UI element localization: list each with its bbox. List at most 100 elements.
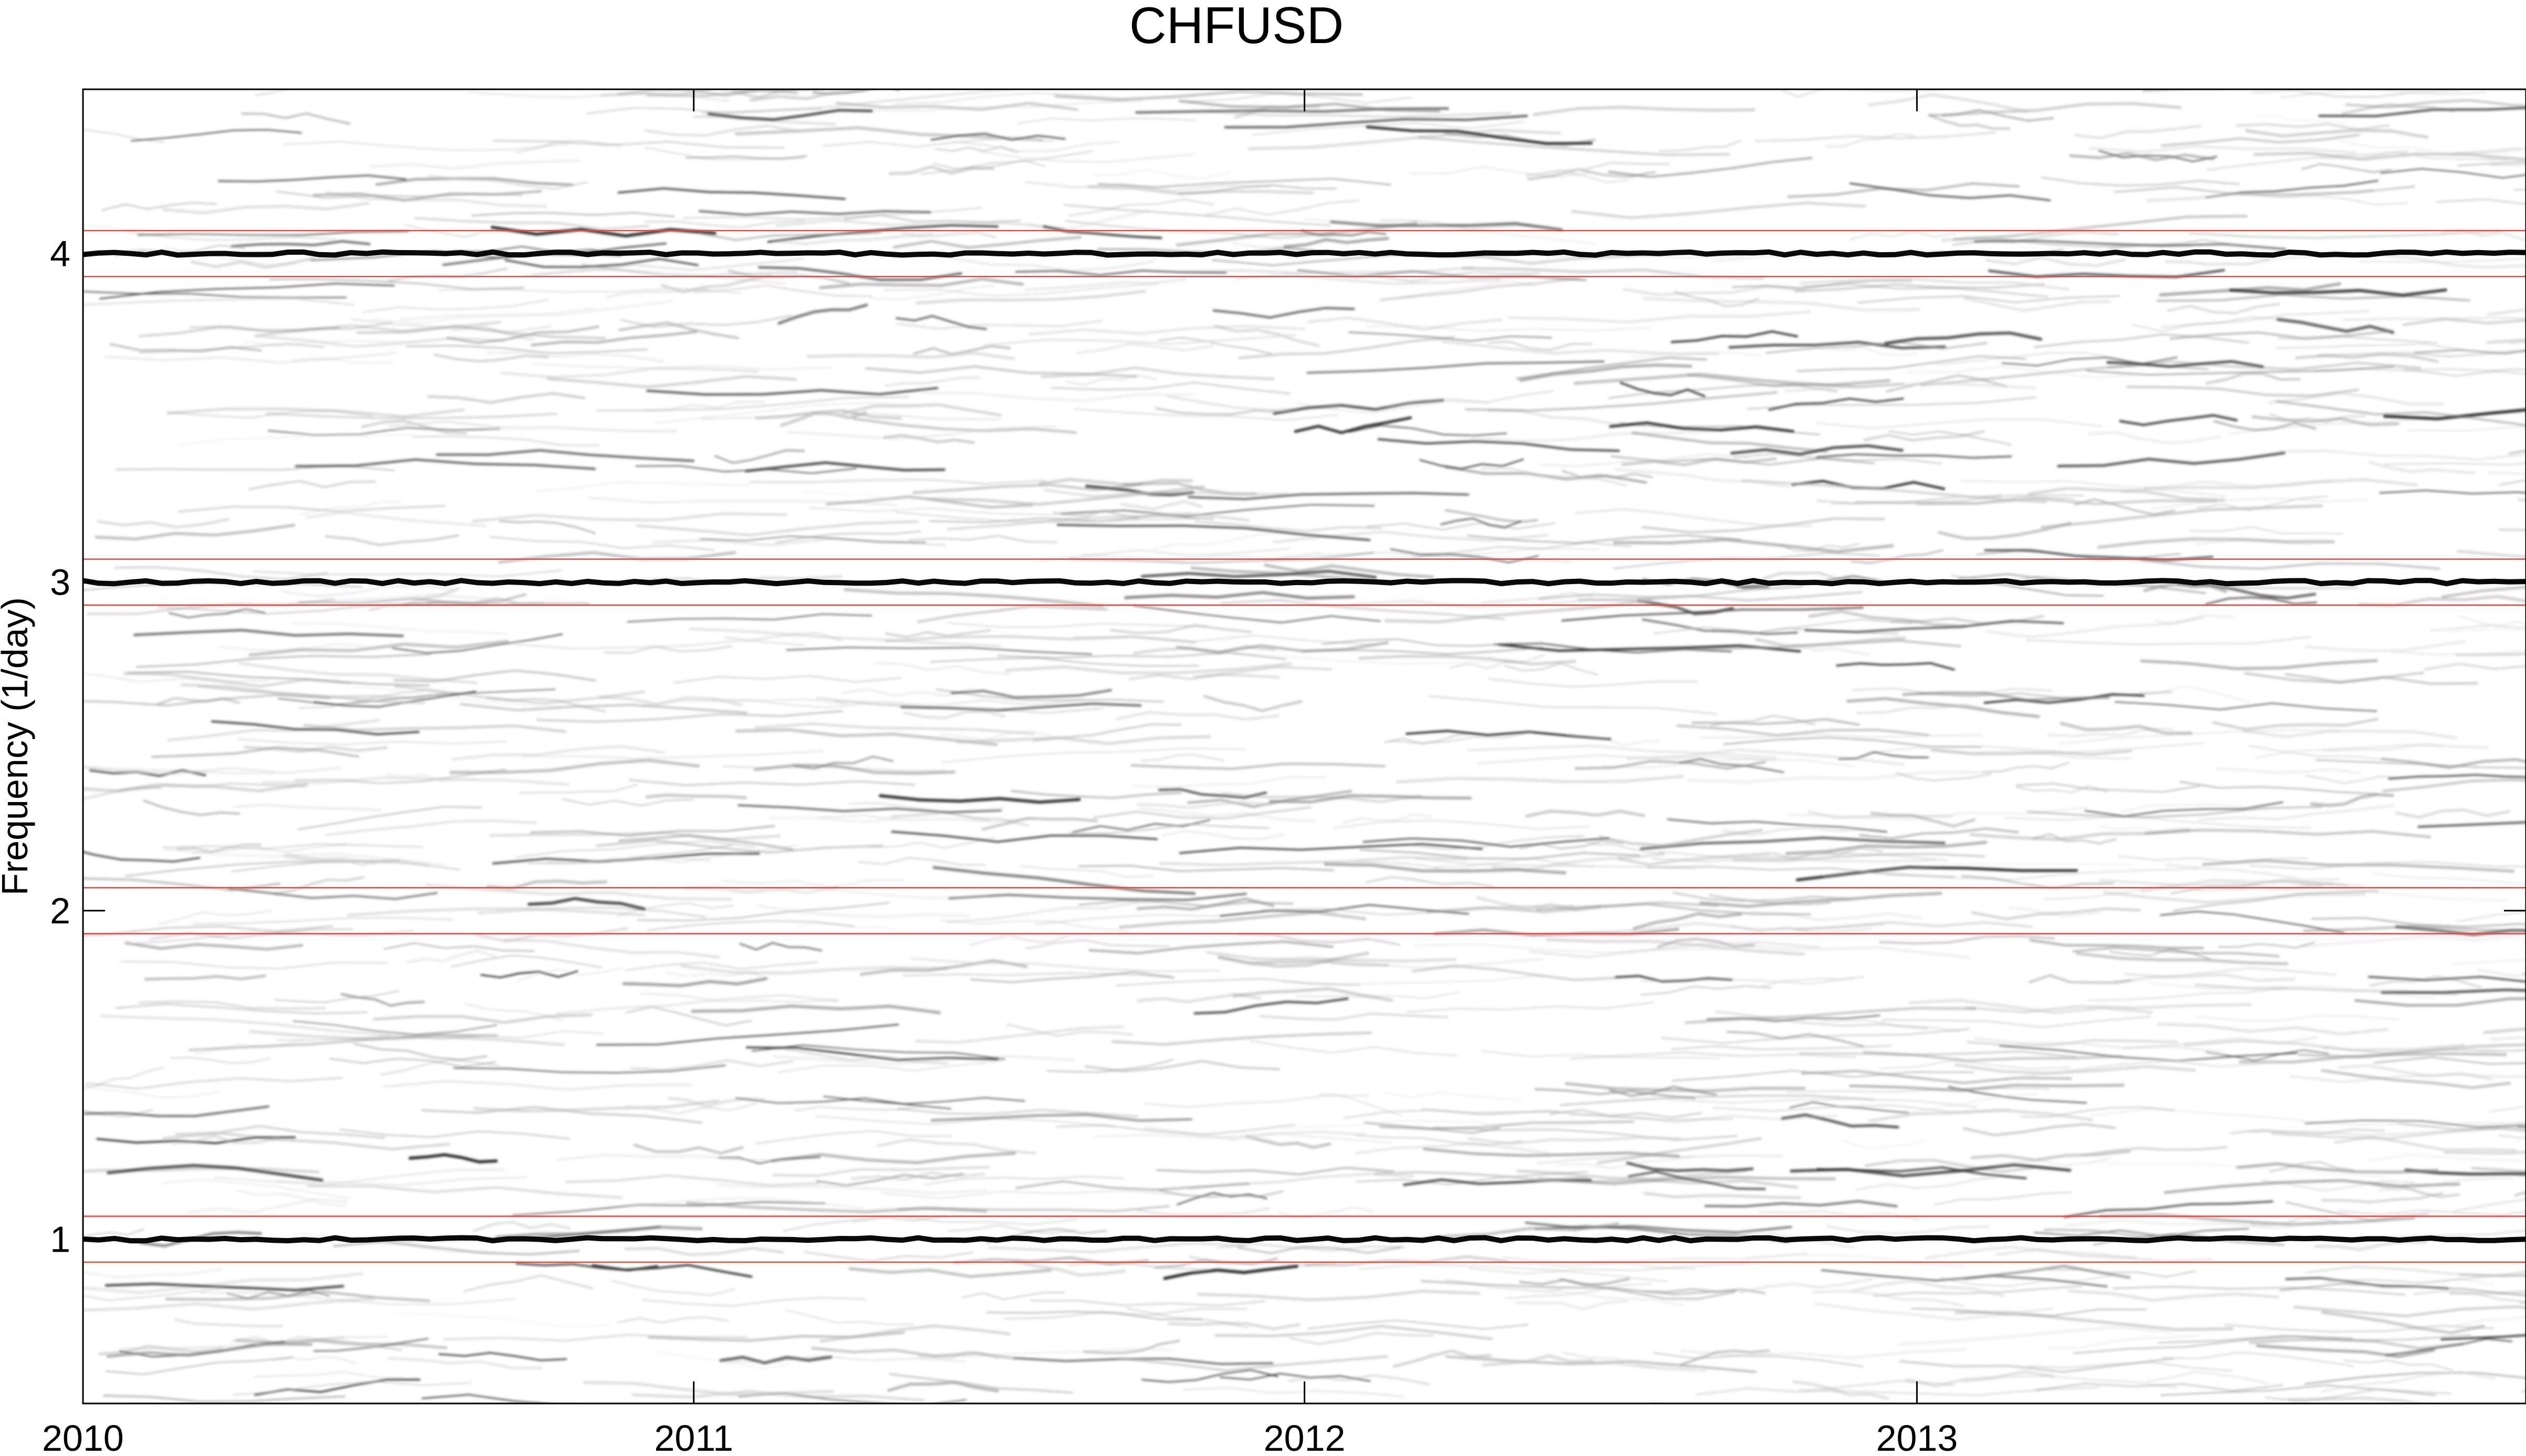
spectral-streak [1730,444,1904,456]
spectral-streak [84,1105,269,1117]
spectral-streak [1672,891,1849,902]
spectral-streak [1905,1370,2055,1388]
spectral-streak [2088,145,2356,154]
spectral-streak [99,283,395,299]
spectral-streak [938,730,1054,742]
spectral-streak [275,1168,505,1187]
spectral-streak [1863,1051,2123,1063]
spectral-streak [1136,800,1270,809]
spectral-streak [340,993,425,1007]
spectral-streak [189,321,393,333]
spectral-streak [516,967,624,981]
spectral-streak [2369,975,2482,989]
spectral-streak [895,511,1200,523]
spectral-streak [2157,1023,2389,1036]
spectral-streak [1524,1221,1792,1234]
spectral-streak [102,1395,346,1403]
spectral-streak [2224,1324,2494,1333]
spectral-streak [1658,140,1742,152]
spectral-streak [1365,876,1494,888]
spectral-streak [935,688,1164,703]
spectral-streak [2250,1216,2338,1226]
spectral-streak [1141,1369,1278,1383]
spectral-streak [2300,934,2520,948]
spectral-streak [353,1043,488,1061]
spectral-streak [493,140,785,149]
spectral-streak [1449,654,1545,669]
spectral-streak [783,1215,947,1232]
spectral-streak [556,994,838,1015]
spectral-streak [167,409,373,419]
spectral-streak [2140,879,2323,893]
spectral-streak [915,289,1146,305]
spectral-streak [2391,650,2526,656]
spectral-streak [391,633,563,654]
spectral-streak [1796,355,2026,372]
spectral-streak [1359,848,1640,860]
spectral-streak [787,425,1056,440]
spectral-streak [292,358,394,364]
spectral-streak [2230,1128,2385,1135]
spectral-streak [1640,985,1772,996]
spectral-streak [1423,1147,1680,1158]
spectral-streak [625,1102,757,1115]
spectral-streak [869,837,995,849]
spectral-streak [622,1198,864,1209]
spectral-streak [1469,429,1720,443]
spectral-streak [1653,618,1914,635]
spectral-streak [950,257,1155,272]
spectral-streak [2156,294,2471,302]
spectral-streak [617,1316,729,1324]
spectral-streak [1074,408,1339,421]
spectral-streak [1985,256,2126,267]
spectral-streak [2034,1228,2249,1237]
spectral-streak [2064,1219,2327,1230]
spectral-streak [162,843,423,850]
spectral-streak [1013,1357,1274,1365]
spectral-streak [1879,935,2055,945]
spectral-streak [1186,92,1412,104]
spectral-streak [2229,288,2447,297]
spectral-streak [1999,1045,2298,1062]
spectral-streak [1723,736,1982,748]
spectral-streak [2198,804,2395,821]
spectral-streak [83,1287,223,1301]
spectral-streak [1237,1245,1402,1254]
spectral-streak [292,622,510,636]
spectral-streak [1928,113,2011,130]
spectral-streak [1859,827,2019,840]
spectral-streak [940,919,1130,933]
spectral-streak [2029,974,2132,984]
spectral-streak [2310,793,2395,807]
spectral-streak [1641,618,1798,635]
spectral-streak [815,1115,1115,1127]
spectral-streak [2151,497,2368,510]
spectral-streak [1115,977,1360,986]
spectral-streak [2271,1127,2526,1140]
spectral-streak [532,269,786,285]
spectral-streak [1051,381,1291,395]
spectral-streak [369,159,580,170]
spectral-streak [1413,858,1697,869]
spectral-streak [2251,415,2400,427]
spectral-streak [1728,341,1946,350]
spectral-streak [1532,106,1755,117]
spectral-streak [2090,1108,2396,1126]
spectral-streak [596,396,910,412]
spectral-streak [83,877,281,891]
spectral-streak [1667,818,1887,833]
spectral-streak [2069,152,2215,161]
spectral-streak [197,685,425,704]
spectral-streak [921,391,1194,402]
spectral-streak [123,672,351,688]
spectral-streak [2098,1213,2416,1226]
spectral-streak [2097,825,2200,833]
spectral-streak [1720,1233,1856,1249]
spectral-streak [2261,1179,2415,1191]
spectral-streak [136,653,432,668]
spectral-streak [903,710,1006,720]
spectral-streak [394,685,646,705]
spectral-streak [1849,231,1957,241]
spectral-streak [777,303,868,325]
spectral-streak [1116,711,1280,721]
